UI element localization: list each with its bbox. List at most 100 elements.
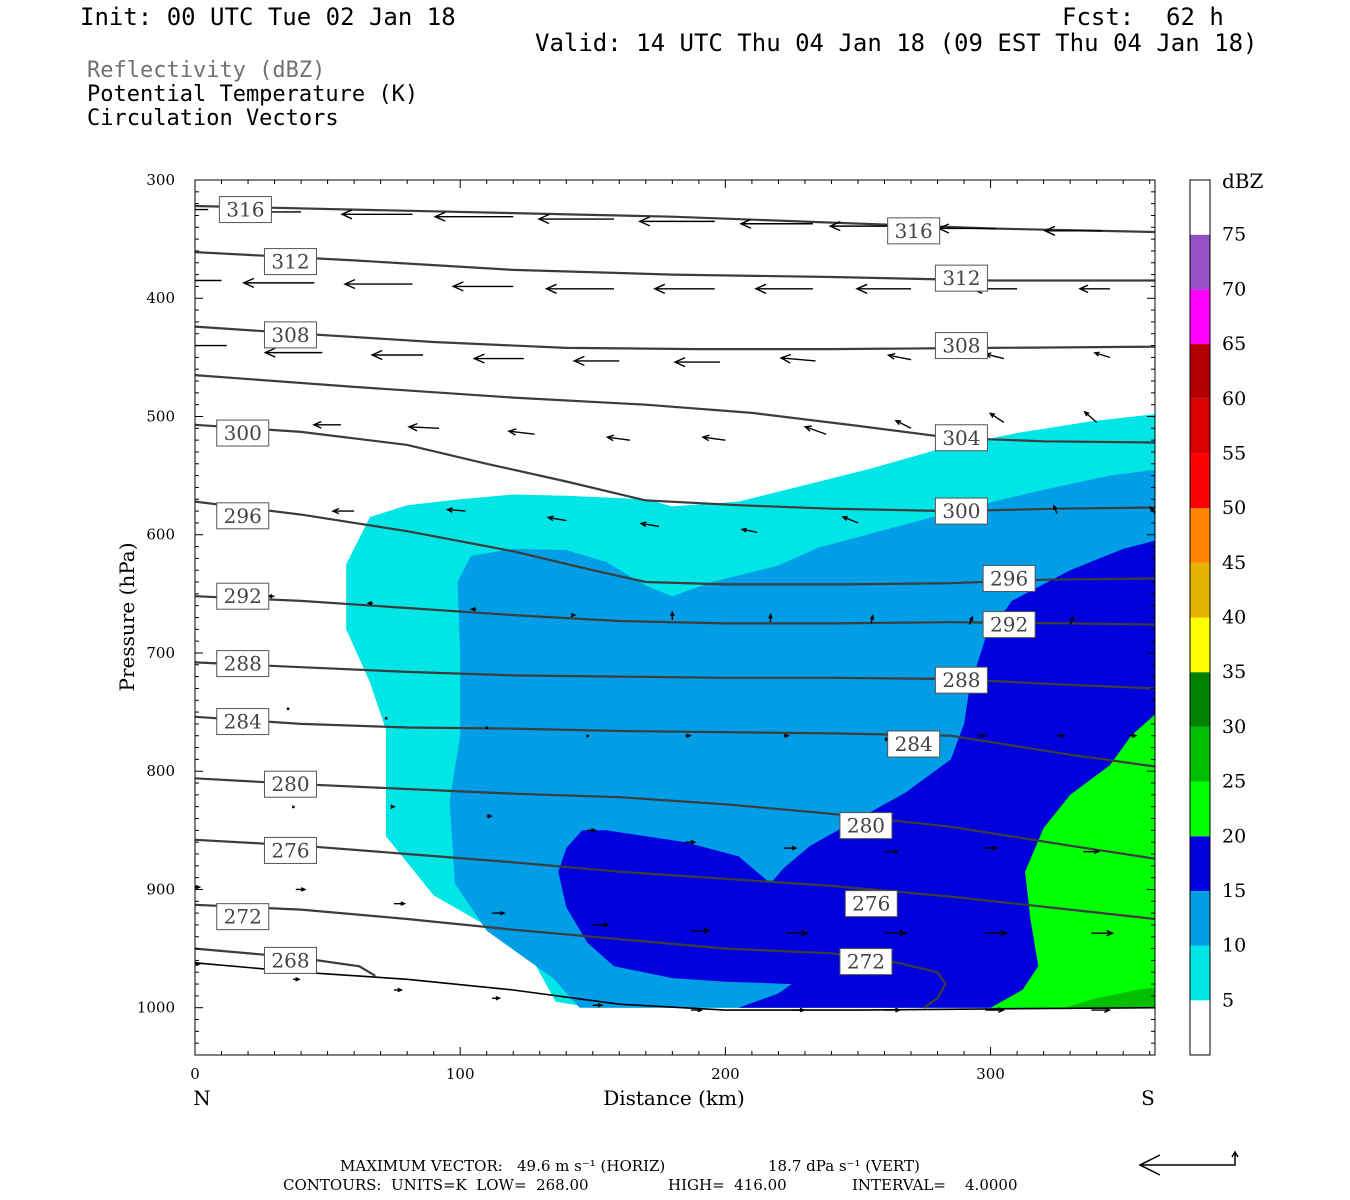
circulation-vector-head (754, 283, 767, 294)
theta-label-box (839, 812, 893, 840)
theta-contour-272 (195, 903, 947, 1009)
theta-label-box (263, 770, 317, 798)
theta-label-box (934, 497, 988, 525)
theta-label-308: 308 (942, 334, 980, 358)
colorbar-swatch (1190, 289, 1210, 345)
circulation-vector-head (1053, 504, 1058, 510)
theta-label-box (216, 903, 270, 931)
circulation-vector (780, 357, 816, 362)
reflectivity-region-20dbz (990, 714, 1155, 1008)
circulation-vector-head (791, 845, 798, 851)
theta-label-box (263, 321, 317, 349)
field-reflectivity: Reflectivity (dBZ) (87, 58, 325, 83)
y-tick-label: 900 (146, 880, 175, 898)
colorbar-level-label: 55 (1222, 442, 1246, 464)
theta-label-box (216, 582, 270, 610)
circulation-vector (447, 508, 466, 512)
circulation-vector-head (803, 425, 812, 432)
circulation-vector-head (869, 614, 875, 620)
theta-contour-284 (195, 715, 1155, 768)
circulation-vector-head (969, 615, 974, 622)
x-tick-label: 100 (446, 1065, 475, 1083)
colorbar-level-label: 30 (1222, 716, 1246, 738)
circulation-vector-head (673, 356, 686, 368)
circulation-vector-head (697, 1007, 704, 1013)
theta-label-box (263, 836, 317, 864)
theta-label-box (263, 946, 317, 974)
circulation-vector (1084, 411, 1098, 423)
theta-label-276: 276 (271, 838, 309, 862)
max-vector-horiz: 49.6 m s⁻¹ (HORIZ) (517, 1157, 665, 1175)
colorbar-level-label: 75 (1222, 224, 1246, 246)
theta-label-288: 288 (224, 652, 262, 676)
colorbar-level-label: 25 (1222, 771, 1246, 793)
y-tick-label: 300 (146, 171, 175, 189)
circulation-vector-head (500, 910, 506, 916)
colorbar-swatch (1190, 672, 1210, 727)
circulation-vector-head (784, 733, 790, 739)
colorbar-swatch (1190, 234, 1210, 290)
circulation-vector-head (451, 281, 464, 292)
circulation-vector-head (487, 813, 493, 819)
theta-label-box (263, 248, 317, 276)
y-tick-label: 600 (146, 526, 175, 544)
circulation-vector-head (572, 355, 585, 367)
circulation-vector-head (570, 612, 577, 618)
circulation-vector (989, 412, 1005, 423)
theta-contour-288 (195, 661, 1155, 690)
circulation-vector-head (1132, 733, 1138, 739)
circulation-vector-head (1083, 410, 1090, 417)
circulation-vector-head (331, 507, 340, 515)
north-end-label: N (193, 1086, 211, 1110)
circulation-vector-head (1000, 929, 1009, 937)
max-vector-vert: 18.7 dPa s⁻¹ (VERT) (768, 1157, 920, 1175)
colorbar-title: dBZ (1222, 169, 1264, 193)
contours-high: HIGH= 416.00 (668, 1176, 787, 1194)
reference-vector-arrow (1138, 1150, 1239, 1176)
theta-label-272: 272 (847, 950, 885, 974)
circulation-vector (286, 707, 290, 711)
circulation-vector-head (397, 987, 404, 993)
circulation-vector-head (988, 412, 996, 418)
theta-contour-labels: 316 316 312 312 308 308 304 300 300 296 296 292 292 2… (216, 196, 1036, 976)
field-potential-temperature: Potential Temperature (K) (87, 82, 418, 107)
theta-label-box (216, 708, 270, 736)
theta-label-292: 292 (224, 584, 262, 608)
axes: 300 400 500 600 700 800 900 1000 0 100 200 300 (137, 171, 1155, 1083)
theta-label-box (216, 650, 270, 678)
theta-label-280: 280 (847, 814, 885, 838)
colorbar: 5 10 15 20 25 30 35 40 45 50 55 60 65 70 75 (1189, 179, 1246, 1056)
theta-label-308: 308 (271, 323, 309, 347)
circulation-vector-head (340, 209, 353, 220)
circulation-vector-head (1104, 1007, 1112, 1013)
circulation-vector-head (899, 929, 908, 937)
circulation-vector-head (605, 434, 615, 442)
circulation-vector (702, 436, 726, 441)
circulation-vector-head (242, 277, 255, 289)
colorbar-level-label: 15 (1222, 880, 1246, 902)
theta-contour-296 (195, 500, 1155, 586)
plot-area: 316 316 312 312 308 308 304 300 300 296 296 292 292 2… (137, 171, 1156, 1083)
circulation-vector-head (150, 276, 160, 285)
circulation-vector (804, 426, 827, 435)
field-circulation-vectors: Circulation Vectors (87, 106, 339, 131)
footer: MAXIMUM VECTOR: 49.6 m s⁻¹ (HORIZ) 18.7 … (283, 1157, 1018, 1194)
colorbar-level-label: 20 (1222, 825, 1246, 847)
theta-label-272: 272 (224, 905, 262, 929)
circulation-vector (985, 353, 1005, 360)
theta-contour-304 (195, 374, 1155, 444)
south-end-label: S (1141, 1086, 1155, 1110)
circulation-vector-head (690, 839, 697, 845)
circulation-vector-head (768, 612, 773, 619)
circulation-vector-head (1043, 225, 1056, 236)
theta-label-284: 284 (895, 732, 933, 756)
colorbar-swatch (1190, 836, 1210, 891)
x-axis-title: Distance (km) (603, 1086, 745, 1110)
colorbar-swatch (1190, 617, 1210, 673)
theta-label-box (218, 196, 272, 224)
circulation-vector-head (703, 927, 711, 934)
circulation-vector-head (653, 283, 666, 294)
theta-label-276: 276 (852, 892, 890, 916)
circulation-vector-head (841, 516, 848, 521)
